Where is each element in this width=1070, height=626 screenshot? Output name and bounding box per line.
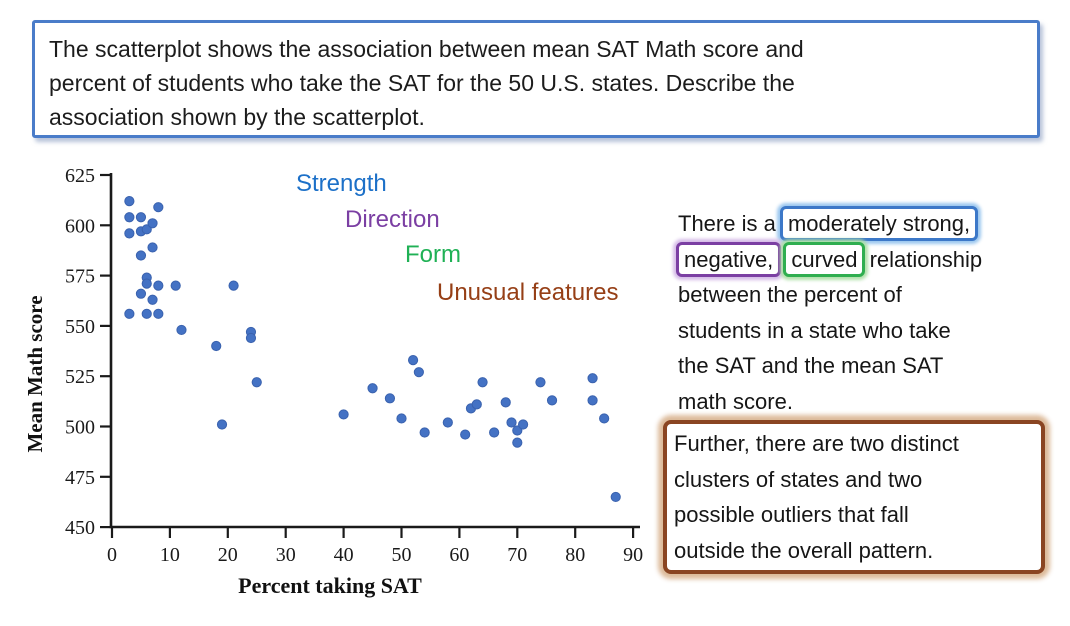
description-segment: relationship <box>863 246 983 272</box>
data-point <box>176 324 187 336</box>
question-line-1: The scatterplot shows the association be… <box>49 36 804 62</box>
description-line: negative, curved relationship <box>676 241 983 278</box>
x-tick-label: 10 <box>160 544 180 566</box>
description-line: students in a state who take <box>678 313 982 349</box>
label-direction: Direction <box>345 206 440 233</box>
data-point <box>170 280 181 291</box>
data-point <box>367 383 378 394</box>
data-point <box>153 280 164 291</box>
data-point <box>124 212 135 223</box>
data-point <box>535 377 546 388</box>
data-point <box>419 427 430 438</box>
y-tick-label: 500 <box>65 417 95 439</box>
question-line-2: percent of students who take the SAT for… <box>49 70 795 96</box>
data-point <box>610 491 621 503</box>
data-point <box>216 419 228 430</box>
data-point <box>413 367 424 378</box>
data-point <box>141 278 152 289</box>
data-point <box>477 377 488 388</box>
data-point <box>512 437 523 448</box>
description-segment: math score. <box>678 388 793 414</box>
data-point <box>587 395 598 406</box>
x-tick-label: 60 <box>449 544 469 566</box>
data-point <box>546 395 558 406</box>
data-point <box>489 427 500 438</box>
x-tick-label: 0 <box>107 544 117 566</box>
description-line: There is a moderately strong, <box>678 206 982 242</box>
unusual-features-line: possible outliers that fall <box>674 502 909 527</box>
data-point <box>228 280 239 291</box>
data-point <box>124 228 135 239</box>
data-point <box>512 425 523 436</box>
description-line: math score. <box>678 384 982 420</box>
data-point <box>153 202 164 213</box>
y-tick-label: 450 <box>65 517 95 539</box>
data-point <box>135 212 147 223</box>
highlight-blue: moderately strong, <box>779 206 979 241</box>
y-axis-title: Mean Math score <box>23 295 47 452</box>
x-tick-label: 50 <box>392 544 412 566</box>
x-tick-label: 80 <box>565 544 585 566</box>
data-point <box>124 196 135 207</box>
data-point <box>506 417 517 428</box>
data-point <box>124 308 135 319</box>
x-axis-title: Percent taking SAT <box>238 573 422 598</box>
unusual-features-box: Further, there are two distinct clusters … <box>663 420 1045 574</box>
question-line-3: association shown by the scatterplot. <box>49 104 425 130</box>
x-tick-label: 30 <box>276 544 296 566</box>
y-tick-label: 475 <box>65 467 95 489</box>
x-tick-label: 40 <box>334 544 354 566</box>
unusual-features-line: Further, there are two distinct <box>674 431 959 456</box>
unusual-features-line: outside the overall pattern. <box>674 537 934 563</box>
data-point <box>517 419 529 430</box>
y-tick-label: 600 <box>65 215 95 237</box>
description-segment: the SAT and the mean SAT <box>678 353 944 378</box>
highlight-green: curved <box>783 241 866 277</box>
question-box: The scatterplot shows the association be… <box>32 20 1040 138</box>
data-point <box>147 218 158 229</box>
unusual-features-line: clusters of states and two <box>674 466 923 492</box>
x-tick-label: 20 <box>218 544 238 566</box>
data-point <box>147 294 158 305</box>
description-segment: There is a <box>678 211 782 236</box>
y-tick-label: 575 <box>65 266 95 288</box>
description-text: There is a moderately strong, negative, c… <box>676 206 983 420</box>
label-strength: Strength <box>296 170 387 197</box>
data-point <box>135 250 147 261</box>
label-form: Form <box>405 241 461 268</box>
description-segment: between the percent of <box>678 282 902 307</box>
data-point <box>245 332 257 344</box>
data-point <box>211 340 222 352</box>
data-point <box>407 355 419 366</box>
data-point <box>251 377 262 388</box>
description-line: the SAT and the mean SAT <box>678 348 982 384</box>
data-point <box>471 399 482 410</box>
data-point <box>460 429 471 440</box>
x-tick-label: 90 <box>623 544 643 566</box>
data-point <box>599 413 610 424</box>
description-segment: students in a state who take <box>678 317 951 343</box>
description-line: between the percent of <box>678 277 982 313</box>
data-point <box>338 409 349 420</box>
data-point <box>153 308 164 319</box>
highlight-purple: negative, <box>676 241 782 277</box>
y-tick-label: 625 <box>65 165 95 187</box>
x-tick-label: 70 <box>507 544 527 566</box>
data-point <box>147 242 158 253</box>
data-point <box>587 373 598 384</box>
data-point <box>384 393 396 404</box>
y-tick-label: 525 <box>65 366 95 388</box>
data-point <box>500 397 511 408</box>
data-point <box>396 413 407 424</box>
data-point <box>141 224 152 235</box>
data-point <box>442 417 453 428</box>
data-point <box>135 288 147 299</box>
label-unusual-features: Unusual features <box>437 279 619 306</box>
data-point <box>141 308 152 319</box>
y-tick-label: 550 <box>65 316 95 338</box>
